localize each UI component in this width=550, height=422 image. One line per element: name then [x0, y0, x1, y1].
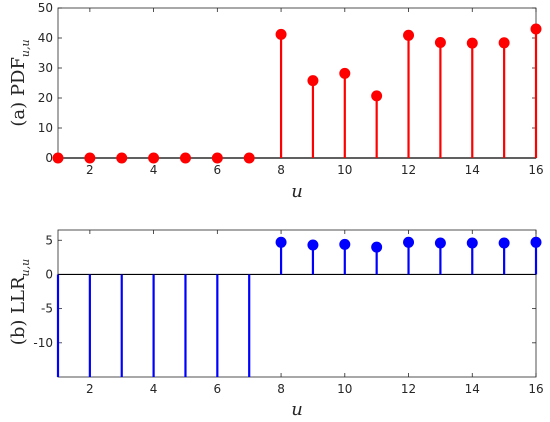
panel-a-ytick-label: 30	[38, 61, 53, 75]
panel-a-stem-marker	[84, 152, 96, 164]
panel-b-ytick-label: 5	[45, 233, 53, 247]
panel-a-stem-marker	[371, 90, 383, 102]
panel-b-stem-marker	[339, 238, 351, 250]
panel-b-xtick-label: 14	[465, 382, 480, 396]
panel-b-stem-marker	[466, 237, 478, 249]
panel-b-xlabel: u	[291, 399, 303, 420]
panel-a-stem-marker	[403, 29, 415, 41]
panel-a-stem-marker	[148, 152, 160, 164]
panel-b-stem-marker	[307, 239, 319, 251]
panel-a-stem-marker	[307, 75, 319, 87]
panel-a-xlabel: u	[291, 181, 303, 202]
panel-a-stem-marker	[179, 152, 191, 164]
panel-b-stems	[56, 236, 542, 377]
panel-b-stem-marker	[371, 241, 383, 253]
panel-b-ticks: 2 4 6 8 10 12 14 16 -10 -5 0 5	[33, 230, 544, 396]
panel-a: 2 4 6 8 10 12 14 16 0 10 20 30 40 50 u (a) PDFu,u	[8, 1, 544, 202]
panel-a-ticks: 2 4 6 8 10 12 14 16 0 10 20 30 40 50	[38, 1, 544, 177]
panel-a-ylabel: (a) PDFu,u	[8, 39, 32, 126]
panel-b-xtick-label: 16	[528, 382, 543, 396]
panel-a-ytick-label: 10	[38, 121, 53, 135]
panel-b-xtick-label: 4	[150, 382, 158, 396]
panel-b-xtick-label: 12	[401, 382, 416, 396]
panel-a-xtick-label: 12	[401, 163, 416, 177]
panel-a-ylabel-sub: u,u	[19, 39, 32, 57]
panel-b-ylabel-sub: u,u	[19, 259, 32, 277]
panel-a-xtick-label: 8	[277, 163, 285, 177]
panel-a-xtick-label: 6	[214, 163, 222, 177]
panel-b-ytick-label: -5	[41, 302, 53, 316]
panel-b-stem-marker	[530, 236, 542, 248]
panel-a-xtick-label: 10	[337, 163, 352, 177]
panel-a-xtick-label: 14	[465, 163, 480, 177]
panel-a-ytick-label: 20	[38, 91, 53, 105]
panel-a-ylabel-main: (a) PDF	[8, 57, 29, 127]
panel-b-xtick-label: 6	[214, 382, 222, 396]
panel-a-stem-marker	[466, 37, 478, 49]
panel-a-ytick-label: 40	[38, 31, 53, 45]
panel-a-stem-marker	[211, 152, 223, 164]
panel-a-stem-marker	[498, 37, 510, 49]
panel-a-ytick-label: 50	[38, 1, 53, 15]
panel-a-stem-marker	[116, 152, 128, 164]
panel-a-stem-marker	[339, 67, 351, 79]
panel-b-xtick-label: 10	[337, 382, 352, 396]
panel-b-xtick-label: 8	[277, 382, 285, 396]
panel-b-stem-marker	[403, 236, 415, 248]
panel-a-stem-marker	[52, 152, 64, 164]
panel-a-axes-box	[57, 7, 537, 159]
panel-a-stem-marker	[243, 152, 255, 164]
panel-a-stems	[52, 23, 542, 164]
panel-b-xtick-label: 2	[86, 382, 94, 396]
panel-b-stem-marker	[434, 237, 446, 249]
panel-a-xtick-label: 2	[86, 163, 94, 177]
panel-a-xtick-label: 16	[528, 163, 543, 177]
panel-b-stem-marker	[275, 236, 287, 248]
panel-a-stem-marker	[530, 23, 542, 35]
panel-b-ylabel-main: (b) LLR	[8, 276, 29, 345]
panel-a-stem-marker	[275, 28, 287, 40]
panel-a-stem-marker	[434, 37, 446, 48]
panel-b: 2 4 6 8 10 12 14 16 -10 -5 0 5 u (b) LLRu,u	[8, 229, 544, 420]
panel-b-stem-marker	[498, 237, 510, 249]
panel-b-ylabel: (b) LLRu,u	[8, 259, 32, 345]
panel-b-ytick-label: -10	[33, 336, 53, 350]
panel-a-ytick-label: 0	[45, 151, 53, 165]
panel-b-ytick-label: 0	[45, 267, 53, 281]
panel-b-axes-box	[57, 229, 537, 378]
panel-a-xtick-label: 4	[150, 163, 158, 177]
